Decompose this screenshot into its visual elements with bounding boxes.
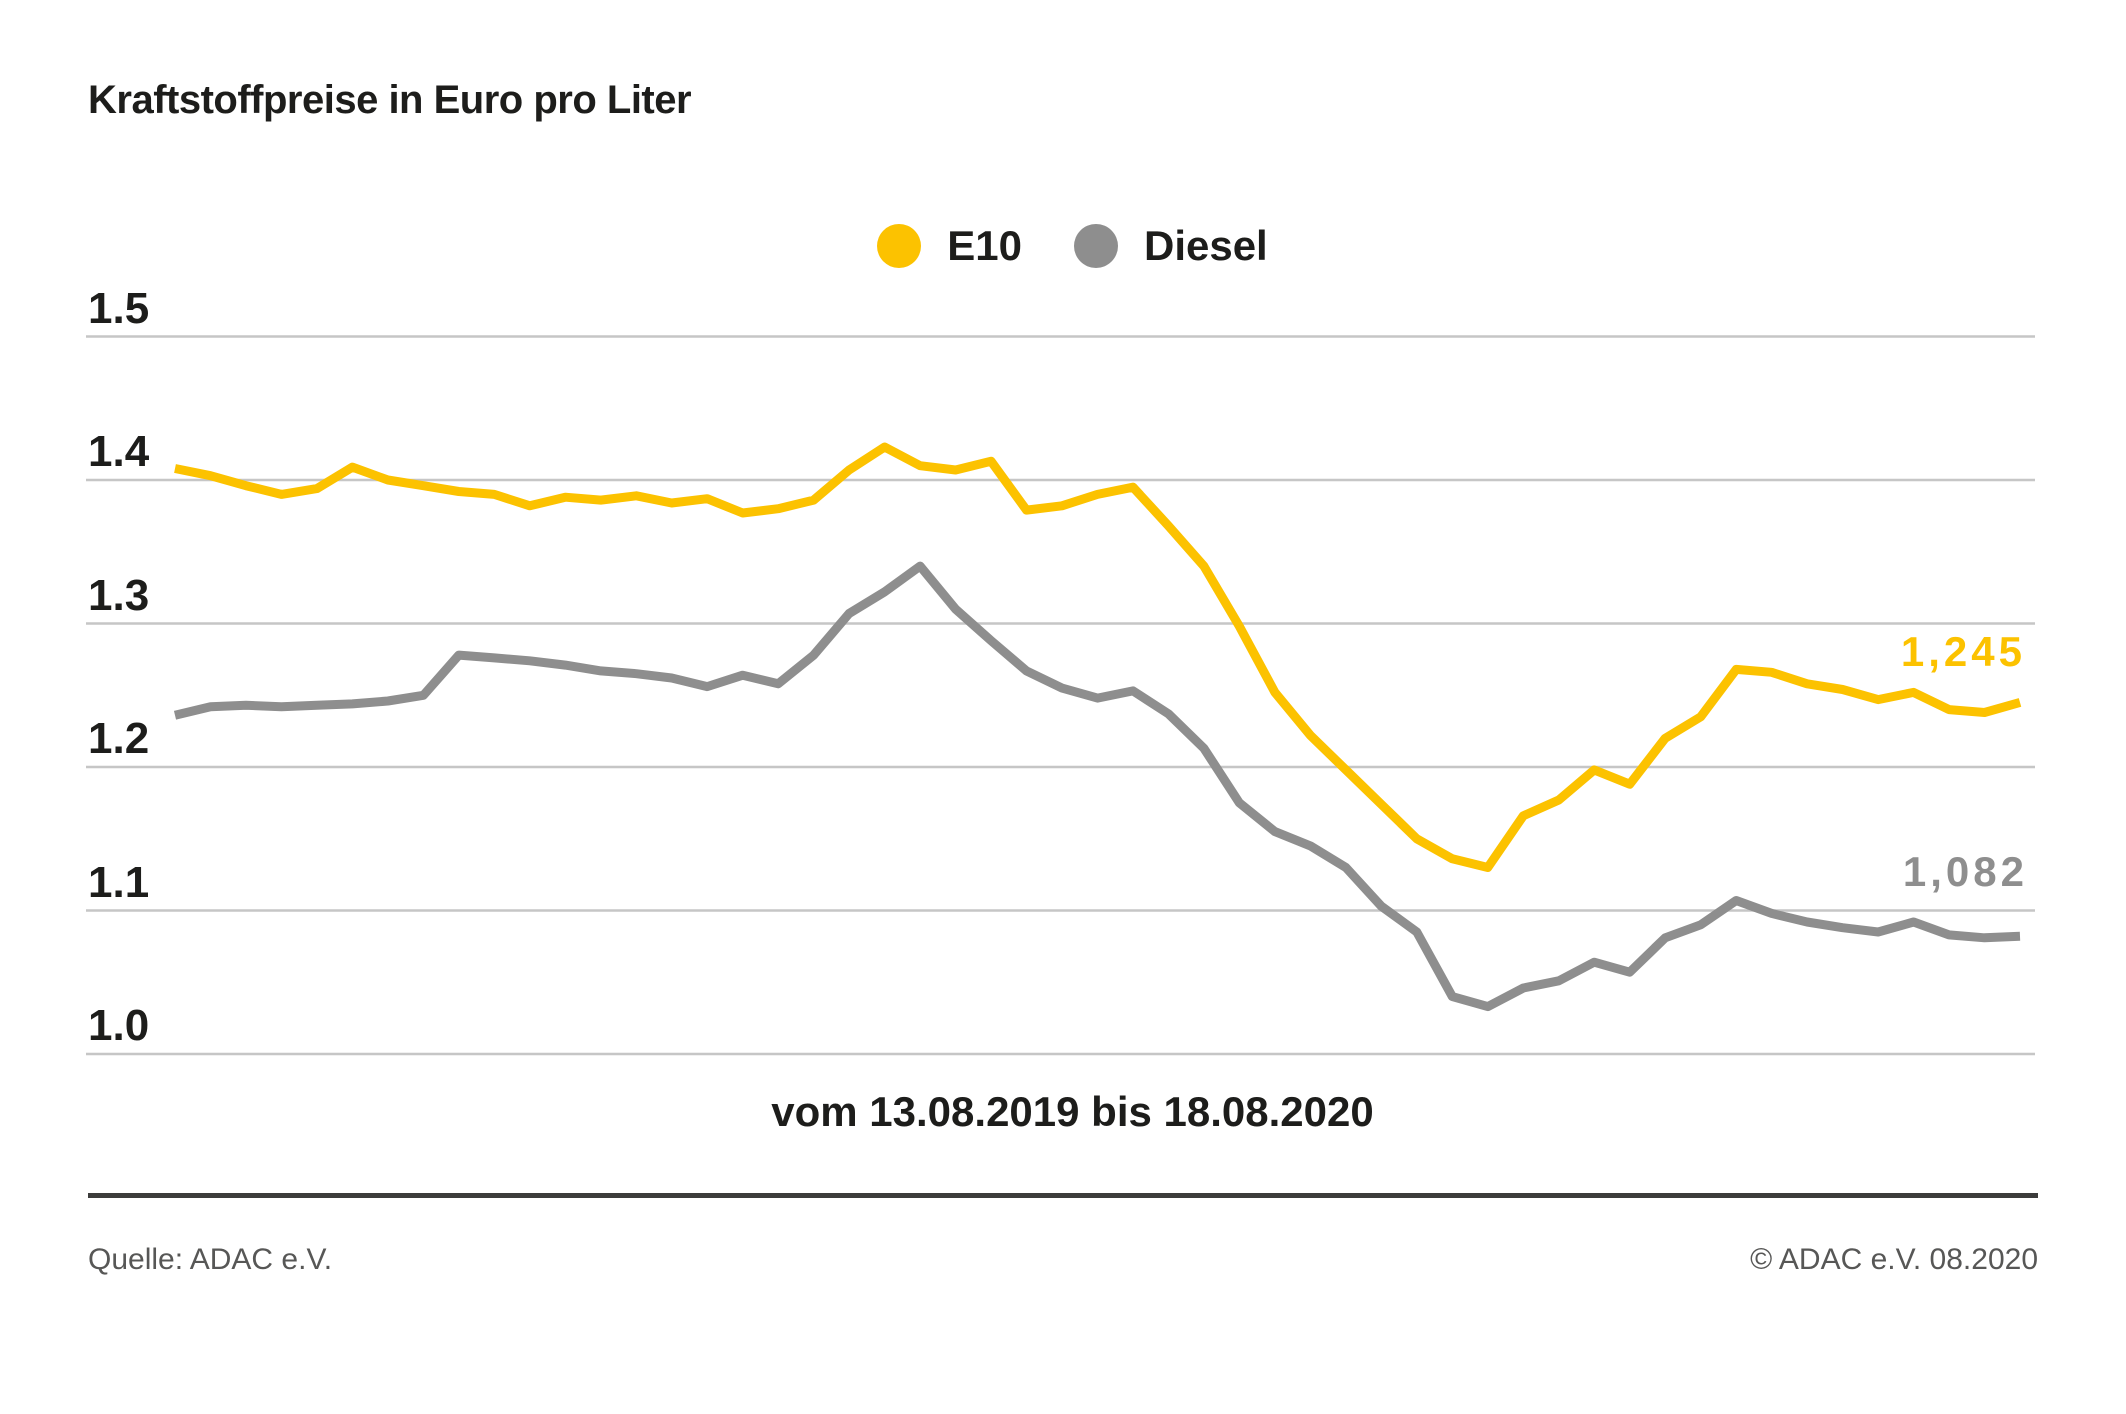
y-tick-label: 1.0 (88, 1001, 150, 1050)
chart-title: Kraftstoffpreise in Euro pro Liter (88, 78, 692, 122)
footer-copyright-text: © ADAC e.V. 08.2020 (1750, 1243, 2038, 1276)
y-tick-label: 1.1 (88, 857, 150, 907)
legend-label-e10: E10 (947, 222, 1022, 269)
y-tick-label: 1.4 (88, 427, 150, 476)
e10-price-line (174, 442, 2022, 872)
footer-source-text: Quelle: ADAC e.V. (88, 1243, 333, 1276)
legend-dot-diesel-icon (1073, 224, 1118, 268)
legend-dot-e10-icon (877, 224, 922, 268)
footer-divider (88, 1193, 2038, 1198)
y-tick-label: 1.2 (88, 714, 150, 763)
chart-legend: E10 Diesel (110, 224, 2035, 268)
diesel-end-value-label: 1,082 (1902, 848, 2028, 895)
diesel-price-line (173, 561, 2021, 1012)
e10-end-value-label: 1,245 (1900, 628, 2026, 675)
y-tick-label: 1.3 (88, 570, 150, 620)
legend-label-diesel: Diesel (1143, 222, 1268, 269)
y-tick-label: 1.5 (88, 283, 150, 333)
x-axis-range-label: vom 13.08.2019 bis 18.08.2020 (771, 1088, 1374, 1135)
